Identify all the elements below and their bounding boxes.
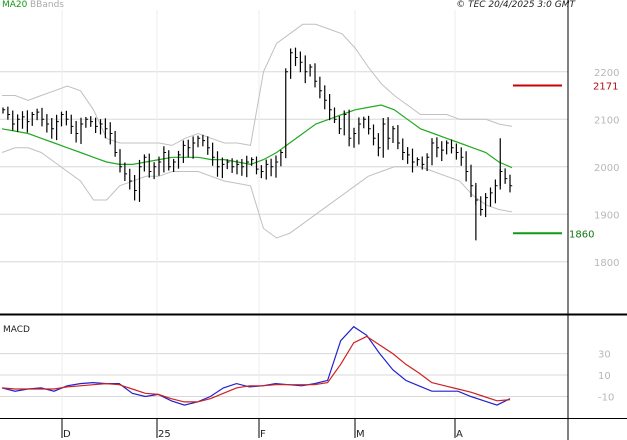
macd-tick-label: -10 bbox=[598, 393, 614, 404]
macd-line bbox=[1, 325, 511, 406]
source-timestamp: © TEC 20/4/2025 3:0 GMT bbox=[456, 0, 575, 10]
macd-gridlines bbox=[0, 316, 568, 418]
date-tick-label: F bbox=[260, 429, 266, 440]
price-tick-label: 2200 bbox=[594, 68, 619, 79]
price-tick-label: 2100 bbox=[594, 115, 619, 126]
resistance-label: 2171 bbox=[593, 82, 618, 93]
signal-line bbox=[1, 335, 511, 403]
support-label: 1860 bbox=[569, 229, 594, 240]
legend-bbands: BBands bbox=[30, 0, 64, 10]
legend-ma20: MA20 bbox=[2, 0, 28, 10]
macd-tick-label: 30 bbox=[598, 350, 611, 361]
macd-axis: -10 10 30 bbox=[598, 350, 614, 404]
date-tick-label: 25 bbox=[158, 429, 171, 440]
support-resistance-levels: 2171 1860 bbox=[513, 82, 618, 240]
price-date-gridlines bbox=[61, 10, 456, 314]
price-tick-label: 1900 bbox=[594, 210, 619, 221]
bband-upper bbox=[2, 23, 513, 146]
date-tick-label: M bbox=[356, 429, 365, 440]
bollinger-bands bbox=[1, 23, 513, 239]
date-axis: D 25 F M A bbox=[61, 418, 463, 440]
macd-label: MACD bbox=[3, 325, 30, 335]
price-gridlines bbox=[0, 71, 568, 263]
macd-tick-label: 10 bbox=[598, 371, 611, 382]
price-axis: 1800 1900 2000 2100 2200 bbox=[594, 68, 619, 269]
date-tick-label: D bbox=[63, 429, 71, 440]
price-bars bbox=[2, 47, 513, 241]
date-tick-label: A bbox=[456, 429, 463, 440]
macd-lines bbox=[1, 325, 511, 406]
price-tick-label: 2000 bbox=[594, 163, 619, 174]
price-tick-label: 1800 bbox=[594, 258, 619, 269]
